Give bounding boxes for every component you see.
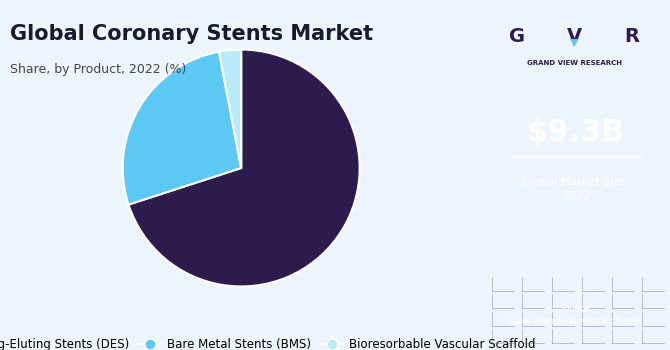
Text: Global Market Size,
2022: Global Market Size, 2022: [523, 177, 630, 201]
Text: V: V: [567, 27, 582, 46]
Text: ▼: ▼: [570, 37, 579, 47]
Text: Source:
www.grandviewresearch.com: Source: www.grandviewresearch.com: [510, 304, 643, 326]
Text: GRAND VIEW RESEARCH: GRAND VIEW RESEARCH: [527, 60, 622, 66]
Wedge shape: [123, 52, 241, 205]
Text: R: R: [624, 27, 639, 46]
Legend: Drug-Eluting Stents (DES), Bare Metal Stents (BMS), Bioresorbable Vascular Scaff: Drug-Eluting Stents (DES), Bare Metal St…: [0, 334, 540, 350]
Text: Share, by Product, 2022 (%): Share, by Product, 2022 (%): [10, 63, 186, 76]
Wedge shape: [129, 50, 360, 286]
Text: G: G: [509, 27, 525, 46]
Text: Global Coronary Stents Market: Global Coronary Stents Market: [10, 25, 373, 44]
Text: $9.3B: $9.3B: [527, 119, 626, 147]
Wedge shape: [219, 50, 241, 168]
